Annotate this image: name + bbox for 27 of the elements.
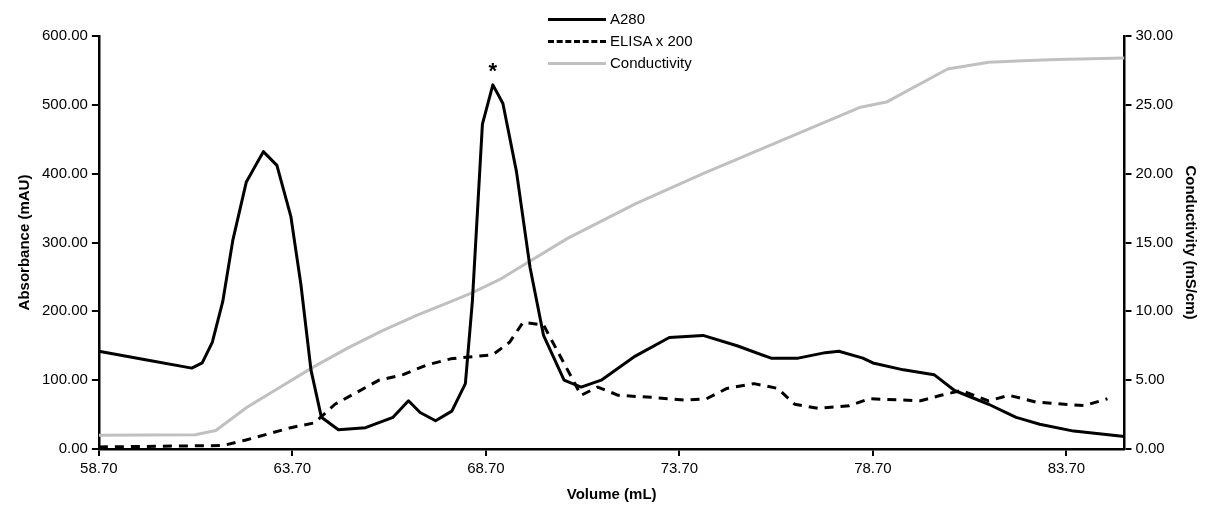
y-tick-label: 500.00 — [41, 94, 88, 112]
y2-tick-label: 25.00 — [1135, 94, 1174, 112]
y2-tick-label: 5.00 — [1135, 370, 1165, 388]
y2-axis-title: Conductivity (mS/cm) — [1182, 165, 1200, 320]
x-tick-label: 73.70 — [660, 459, 699, 477]
y-tick-label: 400.00 — [41, 163, 88, 181]
y-tick-label: 200.00 — [41, 301, 88, 319]
x-axis-title: Volume (mL) — [566, 485, 657, 503]
legend-label: A280 — [610, 9, 646, 29]
y-tick-label: 100.00 — [41, 370, 88, 388]
x-tick-label: 78.70 — [854, 459, 892, 477]
x-tick-label: 58.70 — [80, 459, 118, 477]
legend-label: ELISA x 200 — [610, 31, 693, 51]
y-tick-label: 600.00 — [41, 26, 88, 44]
annotation: * — [488, 57, 498, 83]
y2-tick-label: 20.00 — [1135, 163, 1174, 181]
y2-tick-label: 30.00 — [1135, 26, 1174, 44]
legend-label: Conductivity — [610, 53, 692, 73]
x-tick-label: 63.70 — [273, 459, 312, 477]
y-tick-label: 0.00 — [58, 439, 88, 457]
y2-tick-label: 15.00 — [1135, 232, 1174, 250]
y-axis-title: Absorbance (mAU) — [15, 174, 33, 311]
y2-tick-label: 10.00 — [1135, 301, 1174, 319]
x-tick-label: 68.70 — [467, 459, 505, 477]
y2-tick-label: 0.00 — [1135, 439, 1165, 457]
y-tick-label: 300.00 — [41, 232, 88, 250]
x-tick-label: 83.70 — [1047, 459, 1086, 477]
